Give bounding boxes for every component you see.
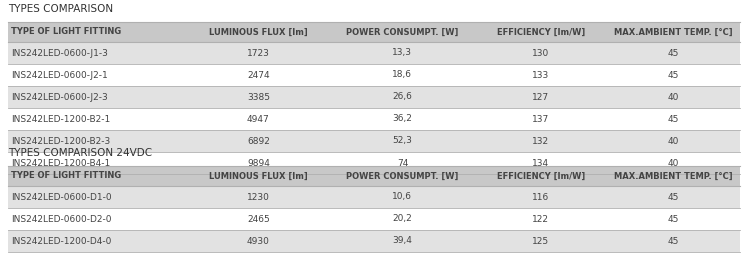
Text: EFFICIENCY [lm/W]: EFFICIENCY [lm/W] xyxy=(496,171,585,181)
Text: 40: 40 xyxy=(668,158,680,168)
Bar xyxy=(8,86,740,108)
Text: 52,3: 52,3 xyxy=(392,137,412,145)
Text: 10,6: 10,6 xyxy=(392,193,412,201)
Bar xyxy=(8,166,740,186)
Text: 4930: 4930 xyxy=(247,237,270,245)
Text: 9894: 9894 xyxy=(247,158,270,168)
Text: 130: 130 xyxy=(532,48,550,58)
Bar xyxy=(8,64,740,86)
Text: INS242LED-1200-D4-0: INS242LED-1200-D4-0 xyxy=(11,237,111,245)
Text: 36,2: 36,2 xyxy=(392,114,412,124)
Bar xyxy=(8,186,740,208)
Text: POWER CONSUMPT. [W]: POWER CONSUMPT. [W] xyxy=(346,27,459,37)
Text: 132: 132 xyxy=(532,137,550,145)
Text: 20,2: 20,2 xyxy=(392,214,412,224)
Text: 1723: 1723 xyxy=(247,48,270,58)
Text: POWER CONSUMPT. [W]: POWER CONSUMPT. [W] xyxy=(346,171,459,181)
Text: 39,4: 39,4 xyxy=(392,237,412,245)
Text: 134: 134 xyxy=(532,158,550,168)
Text: 45: 45 xyxy=(668,71,680,79)
Text: 6892: 6892 xyxy=(247,137,270,145)
Text: LUMINOUS FLUX [lm]: LUMINOUS FLUX [lm] xyxy=(209,171,308,181)
Text: INS242LED-0600-J1-3: INS242LED-0600-J1-3 xyxy=(11,48,108,58)
Text: INS242LED-1200-B4-1: INS242LED-1200-B4-1 xyxy=(11,158,110,168)
Text: 13,3: 13,3 xyxy=(392,48,412,58)
Text: 45: 45 xyxy=(668,48,680,58)
Text: 74: 74 xyxy=(397,158,408,168)
Text: INS242LED-0600-D2-0: INS242LED-0600-D2-0 xyxy=(11,214,112,224)
Text: 45: 45 xyxy=(668,193,680,201)
Text: 116: 116 xyxy=(532,193,550,201)
Text: INS242LED-0600-J2-1: INS242LED-0600-J2-1 xyxy=(11,71,108,79)
Bar xyxy=(8,42,740,64)
Text: INS242LED-0600-J2-3: INS242LED-0600-J2-3 xyxy=(11,93,108,101)
Text: 1230: 1230 xyxy=(247,193,270,201)
Bar xyxy=(8,152,740,174)
Bar xyxy=(8,208,740,230)
Text: INS242LED-1200-B2-1: INS242LED-1200-B2-1 xyxy=(11,114,110,124)
Text: INS242LED-1200-B2-3: INS242LED-1200-B2-3 xyxy=(11,137,110,145)
Text: 18,6: 18,6 xyxy=(392,71,412,79)
Text: 127: 127 xyxy=(532,93,550,101)
Text: EFFICIENCY [lm/W]: EFFICIENCY [lm/W] xyxy=(496,27,585,37)
Text: INS242LED-0600-D1-0: INS242LED-0600-D1-0 xyxy=(11,193,112,201)
Bar xyxy=(8,108,740,130)
Text: 45: 45 xyxy=(668,214,680,224)
Text: 125: 125 xyxy=(532,237,550,245)
Text: TYPE OF LIGHT FITTING: TYPE OF LIGHT FITTING xyxy=(11,171,122,181)
Text: 2474: 2474 xyxy=(247,71,270,79)
Text: 2465: 2465 xyxy=(247,214,270,224)
Text: 137: 137 xyxy=(532,114,550,124)
Text: TYPES COMPARISON: TYPES COMPARISON xyxy=(8,4,113,14)
Text: 45: 45 xyxy=(668,114,680,124)
Text: 26,6: 26,6 xyxy=(392,93,412,101)
Text: MAX.AMBIENT TEMP. [°C]: MAX.AMBIENT TEMP. [°C] xyxy=(614,171,733,181)
Text: MAX.AMBIENT TEMP. [°C]: MAX.AMBIENT TEMP. [°C] xyxy=(614,27,733,37)
Text: 40: 40 xyxy=(668,137,680,145)
Text: 40: 40 xyxy=(668,93,680,101)
Text: 45: 45 xyxy=(668,237,680,245)
Bar xyxy=(8,22,740,42)
Text: LUMINOUS FLUX [lm]: LUMINOUS FLUX [lm] xyxy=(209,27,308,37)
Text: 3385: 3385 xyxy=(247,93,270,101)
Text: 122: 122 xyxy=(532,214,550,224)
Text: 4947: 4947 xyxy=(247,114,270,124)
Bar xyxy=(8,130,740,152)
Text: TYPE OF LIGHT FITTING: TYPE OF LIGHT FITTING xyxy=(11,27,122,37)
Text: TYPES COMPARISON 24VDC: TYPES COMPARISON 24VDC xyxy=(8,148,152,158)
Text: 133: 133 xyxy=(532,71,550,79)
Bar xyxy=(8,230,740,252)
